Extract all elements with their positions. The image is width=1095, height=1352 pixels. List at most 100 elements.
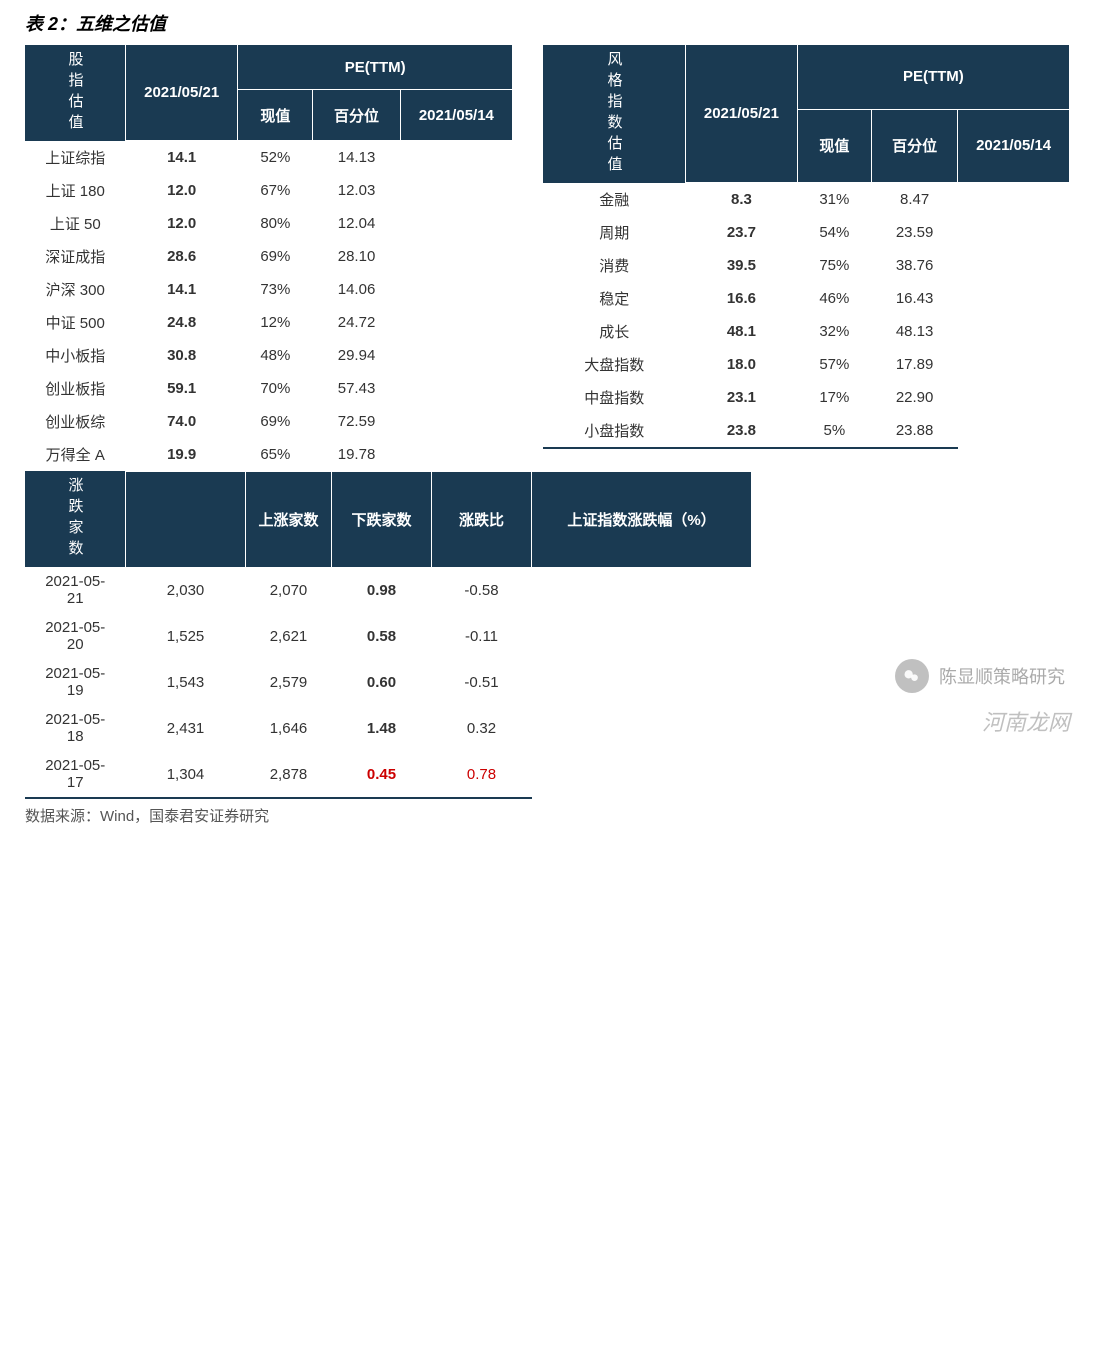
table-index-valuation: 股指估值 2021/05/21 PE(TTM) 现值 百分位 2021/05/1… bbox=[25, 44, 513, 471]
row-val: 16.6 bbox=[686, 282, 798, 315]
row-pct: 73% bbox=[238, 273, 313, 306]
row-pct: 67% bbox=[238, 174, 313, 207]
row-prev: 12.03 bbox=[313, 174, 400, 207]
table-row: 万得全 A19.965%19.78 bbox=[25, 438, 513, 471]
row-label: 万得全 A bbox=[25, 438, 126, 471]
row-prev: 17.89 bbox=[871, 348, 957, 381]
table-row: 中盘指数23.117%22.90 bbox=[543, 381, 1069, 414]
row-label: 大盘指数 bbox=[543, 348, 686, 381]
row-label: 沪深 300 bbox=[25, 273, 126, 306]
row-label: 稳定 bbox=[543, 282, 686, 315]
row-prev: 57.43 bbox=[313, 372, 400, 405]
table-up-down-counts: 涨跌家数 上涨家数 下跌家数 涨跌比 上证指数涨跌幅（%） 2021-05-21… bbox=[25, 471, 752, 800]
row-label: 消费 bbox=[543, 249, 686, 282]
row-prev: 28.10 bbox=[313, 240, 400, 273]
row-date: 2021-05-20 bbox=[25, 613, 126, 659]
row-val: 59.1 bbox=[126, 372, 238, 405]
row-prev: 38.76 bbox=[871, 249, 957, 282]
row-label: 中小板指 bbox=[25, 339, 126, 372]
row-val: 12.0 bbox=[126, 207, 238, 240]
row-label: 小盘指数 bbox=[543, 414, 686, 448]
pe-header-2: PE(TTM) bbox=[797, 45, 1069, 110]
row-prev: 29.94 bbox=[313, 339, 400, 372]
row-up: 1,304 bbox=[126, 751, 246, 798]
row-pct: 32% bbox=[797, 315, 871, 348]
table-row: 2021-05-182,4311,6461.480.32 bbox=[25, 705, 752, 751]
table-row: 中证 50024.812%24.72 bbox=[25, 306, 513, 339]
row-val: 23.7 bbox=[686, 216, 798, 249]
t3-h2: 下跌家数 bbox=[332, 471, 432, 567]
table-row: 中小板指30.848%29.94 bbox=[25, 339, 513, 372]
row-pct: 48% bbox=[238, 339, 313, 372]
watermark-site: 河南龙网 bbox=[982, 705, 1070, 737]
row-pct: 75% bbox=[797, 249, 871, 282]
row-prev: 14.06 bbox=[313, 273, 400, 306]
table-row: 小盘指数23.85%23.88 bbox=[543, 414, 1069, 448]
table-row: 稳定16.646%16.43 bbox=[543, 282, 1069, 315]
table-row: 沪深 30014.173%14.06 bbox=[25, 273, 513, 306]
row-label: 金融 bbox=[543, 183, 686, 216]
row-pct: 31% bbox=[797, 183, 871, 216]
top-tables-row: 股指估值 2021/05/21 PE(TTM) 现值 百分位 2021/05/1… bbox=[25, 44, 1070, 471]
row-label: 周期 bbox=[543, 216, 686, 249]
table-row: 周期23.754%23.59 bbox=[543, 216, 1069, 249]
row-prev: 23.59 bbox=[871, 216, 957, 249]
sub-pct-2: 百分位 bbox=[871, 109, 957, 182]
table-row: 消费39.575%38.76 bbox=[543, 249, 1069, 282]
row-val: 19.9 bbox=[126, 438, 238, 471]
row-ratio: 1.48 bbox=[332, 705, 432, 751]
row-prev: 23.88 bbox=[871, 414, 957, 448]
row-up: 1,525 bbox=[126, 613, 246, 659]
row-pct: 12% bbox=[238, 306, 313, 339]
row-pct: 57% bbox=[797, 348, 871, 381]
table-title: 表 2：五维之估值 bbox=[25, 10, 1070, 36]
table-row: 2021-05-171,3042,8780.450.78 bbox=[25, 751, 752, 798]
table-row: 创业板指59.170%57.43 bbox=[25, 372, 513, 405]
data-source: 数据来源：Wind，国泰君安证券研究 bbox=[25, 805, 1070, 826]
row-label: 深证成指 bbox=[25, 240, 126, 273]
row-chg: 0.32 bbox=[432, 705, 532, 751]
row-pct: 80% bbox=[238, 207, 313, 240]
row-pct: 52% bbox=[238, 141, 313, 174]
sidebar-label-1: 股指估值 bbox=[25, 45, 126, 141]
row-label: 创业板综 bbox=[25, 405, 126, 438]
watermark-wechat: 陈显顺策略研究 bbox=[895, 659, 1065, 693]
sub-current-1: 现值 bbox=[238, 90, 313, 141]
row-label: 上证 180 bbox=[25, 174, 126, 207]
date-header-1: 2021/05/21 bbox=[126, 45, 238, 141]
row-date: 2021-05-19 bbox=[25, 659, 126, 705]
row-chg: -0.58 bbox=[432, 567, 532, 613]
row-pct: 17% bbox=[797, 381, 871, 414]
row-val: 14.1 bbox=[126, 141, 238, 174]
row-pct: 65% bbox=[238, 438, 313, 471]
row-chg: -0.11 bbox=[432, 613, 532, 659]
table-row: 创业板综74.069%72.59 bbox=[25, 405, 513, 438]
row-date: 2021-05-17 bbox=[25, 751, 126, 798]
row-val: 23.8 bbox=[686, 414, 798, 448]
row-val: 23.1 bbox=[686, 381, 798, 414]
row-val: 74.0 bbox=[126, 405, 238, 438]
row-prev: 8.47 bbox=[871, 183, 957, 216]
sidebar-label-3: 涨跌家数 bbox=[25, 471, 126, 567]
table-row: 成长48.132%48.13 bbox=[543, 315, 1069, 348]
row-prev: 14.13 bbox=[313, 141, 400, 174]
row-ratio: 0.98 bbox=[332, 567, 432, 613]
row-label: 创业板指 bbox=[25, 372, 126, 405]
t3-h4: 上证指数涨跌幅（%） bbox=[532, 471, 752, 567]
table-row: 上证 18012.067%12.03 bbox=[25, 174, 513, 207]
row-label: 成长 bbox=[543, 315, 686, 348]
row-ratio: 0.60 bbox=[332, 659, 432, 705]
row-val: 14.1 bbox=[126, 273, 238, 306]
table-row: 金融8.331%8.47 bbox=[543, 183, 1069, 216]
row-down: 2,878 bbox=[246, 751, 332, 798]
sub-current-2: 现值 bbox=[797, 109, 871, 182]
row-val: 24.8 bbox=[126, 306, 238, 339]
table-row: 大盘指数18.057%17.89 bbox=[543, 348, 1069, 381]
t3-h0 bbox=[126, 471, 246, 567]
row-chg: -0.51 bbox=[432, 659, 532, 705]
table-row: 2021-05-201,5252,6210.58-0.11 bbox=[25, 613, 752, 659]
table-row: 2021-05-212,0302,0700.98-0.58 bbox=[25, 567, 752, 613]
row-prev: 24.72 bbox=[313, 306, 400, 339]
wechat-icon bbox=[895, 659, 929, 693]
row-prev: 48.13 bbox=[871, 315, 957, 348]
